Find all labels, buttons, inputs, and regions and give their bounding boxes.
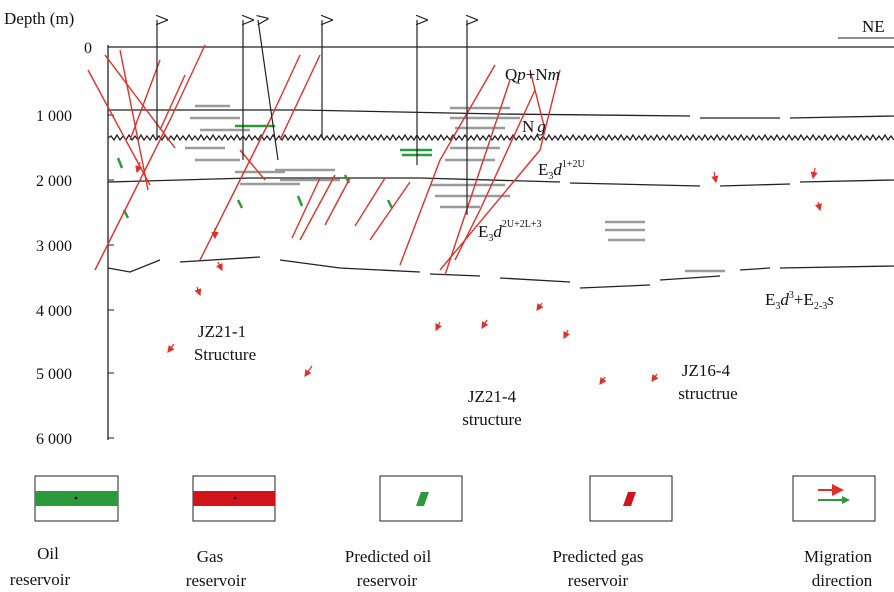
legend-label: Oil [37,544,59,563]
structure-label: JZ21-1 [198,322,246,341]
cross-section: Depth (m) NE 0 1 000 2 000 3 000 4 000 5… [0,0,894,592]
depth-tick: 0 [84,40,92,57]
text-part: E [478,222,488,241]
text-part: g [537,117,546,136]
legend-label: reservoir [568,571,629,590]
depth-tick: 4 000 [36,303,72,320]
depth-tick: 3 000 [36,238,72,255]
legend-label: reservoir [10,570,71,589]
structure-label: structrue [678,384,737,403]
legend-label: Predicted oil [345,547,432,566]
depth-tick: 1 000 [36,108,72,125]
depth-tick: 2 000 [36,173,72,190]
text-part: 1+2U [562,159,586,170]
formation-label: Qp+Nm [505,65,560,84]
text-part: E [538,160,548,179]
text-part: +E [794,290,814,309]
formation-label: E3d1+2U [538,159,586,182]
horizons [108,110,894,288]
text-part: +N [526,65,548,84]
legend-label: Predicted gas [552,547,643,566]
text-part: m [548,65,560,84]
formation-label: E3d2U+2L+3 [478,219,542,244]
structure-label: JZ21-4 [468,387,517,406]
structure-label: Structure [194,345,256,364]
axis: Depth (m) NE 0 1 000 2 000 3 000 4 000 5… [4,9,894,448]
text-part: 2U+2L+3 [502,219,542,230]
depth-tick: 6 000 [36,431,72,448]
text-part: 2-3 [814,301,827,312]
legend-label: direction [812,571,873,590]
structure-label: structure [462,410,521,429]
formation-label: E3d3+E2-3s [765,290,834,312]
depth-tick: 5 000 [36,366,72,383]
legend-label: reservoir [186,571,247,590]
text-part: Q [505,65,517,84]
legend: Oil reservoir Gas reservoir Predicted oi… [10,476,875,590]
legend-label: Migration [804,547,872,566]
legend-label: Gas [197,547,223,566]
text-part: p [516,65,526,84]
direction: NE [862,17,885,36]
text-part: s [827,290,834,309]
structure-label: JZ16-4 [682,361,731,380]
axis-title: Depth (m) [4,9,74,28]
text-part: N [522,117,534,136]
legend-label: reservoir [357,571,418,590]
text-part: E [765,290,775,309]
